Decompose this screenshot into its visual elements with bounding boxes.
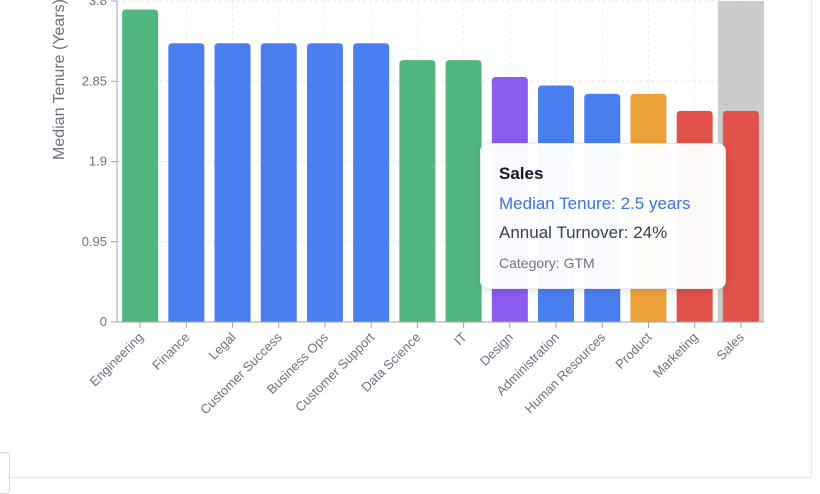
tooltip-category: Category: GTM <box>499 255 595 271</box>
tooltip: Sales Median Tenure: 2.5 years Annual Tu… <box>480 143 726 289</box>
x-tick-label: Sales <box>713 329 747 363</box>
bar-sales[interactable] <box>722 110 759 322</box>
x-tick-label: Design <box>477 330 516 369</box>
x-tick-label: Customer Success <box>197 329 285 417</box>
x-tick-label: Product <box>612 329 655 372</box>
y-tick-label: 2.85 <box>82 73 107 88</box>
tooltip-tenure: Median Tenure: 2.5 years <box>499 194 691 213</box>
x-tick-label: Legal <box>206 329 239 362</box>
y-tick-label: 0.95 <box>82 234 107 249</box>
y-tick-label: 1.9 <box>89 154 107 169</box>
x-tick-label: Customer Support <box>292 329 377 414</box>
tooltip-title: Sales <box>499 164 544 183</box>
y-axis-label: Median Tenure (Years) <box>51 0 68 160</box>
bar-business-ops[interactable] <box>306 43 343 322</box>
x-tick-label: Marketing <box>650 330 701 381</box>
y-tick-label: 3.8 <box>89 0 107 8</box>
y-tick-label: 0 <box>100 314 107 329</box>
page-frame <box>0 0 812 478</box>
x-tick-label: IT <box>451 329 470 348</box>
x-tick-label: Engineering <box>87 330 147 390</box>
bar-legal[interactable] <box>214 43 251 322</box>
bar-engineering[interactable] <box>122 9 159 323</box>
x-tick-label: Finance <box>149 330 192 373</box>
bar-it[interactable] <box>445 60 482 322</box>
bar-data-science[interactable] <box>399 60 436 322</box>
bar-customer-success[interactable] <box>260 43 297 322</box>
tooltip-turnover: Annual Turnover: 24% <box>499 223 668 242</box>
y-axis: 0 0.95 1.9 2.85 3.8 <box>82 0 118 329</box>
bar-finance[interactable] <box>168 43 205 322</box>
x-tick-label: Human Resources <box>522 329 609 416</box>
bar-customer-support[interactable] <box>353 43 390 322</box>
